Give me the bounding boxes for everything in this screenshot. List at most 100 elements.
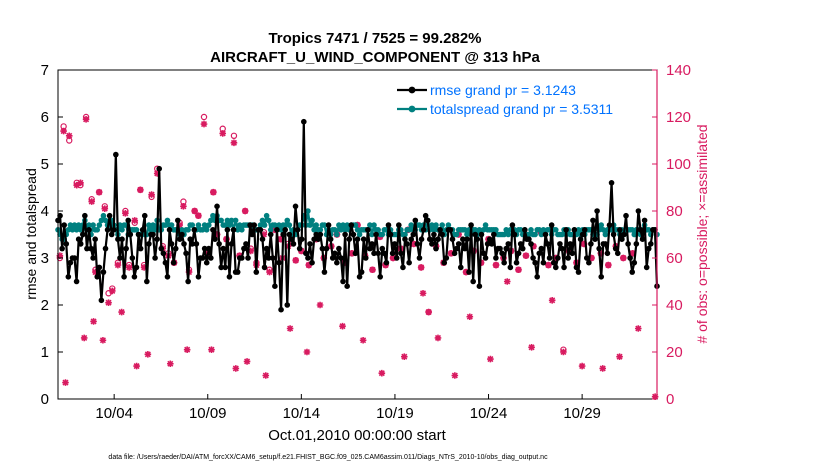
rmse-point <box>400 264 406 271</box>
obs-assimilated-marker <box>191 207 198 215</box>
rmse-point <box>189 241 196 247</box>
x-tick-label: 10/04 <box>95 405 133 422</box>
totalspread-point <box>148 227 154 233</box>
obs-assimilated-marker <box>153 170 161 177</box>
rmse-point <box>377 274 384 280</box>
rmse-point <box>265 255 272 261</box>
totalspread-point <box>239 227 245 233</box>
obs-assimilated-marker <box>133 362 140 370</box>
rmse-point <box>98 297 105 304</box>
obs-assimilated-marker <box>277 235 285 243</box>
y-axis-left-label: rmse and totalspread <box>23 168 39 300</box>
obs-assimilated-marker <box>77 179 84 187</box>
rmse-point <box>323 245 330 252</box>
rmse-point <box>342 231 348 238</box>
rmse-point <box>276 259 282 266</box>
y-right-tick-label: 100 <box>666 156 691 173</box>
totalspread-point <box>338 227 344 233</box>
rmse-point <box>243 241 249 247</box>
obs-assimilated-marker <box>339 322 346 330</box>
rmse-point <box>557 241 563 247</box>
rmse-point <box>530 255 536 261</box>
obs-assimilated-marker <box>176 221 183 229</box>
rmse-point <box>517 241 524 247</box>
rmse-point <box>575 269 582 275</box>
rmse-point <box>505 241 512 247</box>
obs-assimilated-marker <box>369 266 376 274</box>
rmse-point <box>619 236 625 242</box>
rmse-point <box>422 212 429 219</box>
rmse-point <box>416 255 423 261</box>
rmse-point <box>358 269 365 275</box>
rmse-point <box>596 245 602 252</box>
obs-assimilated-marker <box>73 181 81 189</box>
y-right-tick-label: 40 <box>666 297 683 314</box>
rmse-point <box>550 259 557 266</box>
rmse-point <box>156 165 163 172</box>
obs-assimilated-marker <box>208 346 215 353</box>
rmse-point <box>216 241 222 247</box>
rmse-point <box>548 222 555 228</box>
rmse-point <box>488 241 495 247</box>
rmse-point <box>226 274 233 280</box>
rmse-point <box>179 231 185 238</box>
obs-assimilated-marker <box>466 313 474 321</box>
rmse-point <box>127 231 134 238</box>
rmse-point <box>113 151 119 158</box>
rmse-point <box>414 241 421 247</box>
rmse-point <box>449 236 456 242</box>
rmse-point <box>193 241 200 247</box>
totalspread-point <box>276 222 282 228</box>
rmse-point <box>365 227 371 233</box>
rmse-point <box>257 227 264 233</box>
obs-possible-marker <box>230 132 238 139</box>
rmse-point <box>249 231 255 238</box>
rmse-point <box>205 245 212 252</box>
rmse-point <box>166 227 173 233</box>
totalspread-point <box>600 227 607 233</box>
totalspread-point <box>199 227 206 233</box>
rmse-point <box>592 236 598 242</box>
rmse-point <box>110 227 117 233</box>
rmse-point <box>513 259 520 266</box>
obs-assimilated-marker <box>419 289 427 297</box>
rmse-point <box>88 245 94 252</box>
obs-assimilated-marker <box>266 268 273 276</box>
rmse-point <box>571 227 578 233</box>
totalspread-point <box>98 217 105 224</box>
obs-assimilated-marker <box>599 365 607 372</box>
rmse-point <box>486 236 493 242</box>
obs-assimilated-marker <box>492 261 500 269</box>
x-tick-label: 10/19 <box>376 405 414 422</box>
rmse-point <box>629 269 636 275</box>
obs-assimilated-marker <box>183 346 191 353</box>
obs-assimilated-marker <box>108 287 116 295</box>
rmse-point <box>633 241 640 247</box>
totalspread-point <box>354 227 361 233</box>
rmse-point <box>272 283 278 290</box>
rmse-point <box>181 241 187 247</box>
obs-assimilated-marker <box>597 250 605 257</box>
rmse-point <box>284 302 291 308</box>
totalspread-point <box>344 222 350 228</box>
rmse-point <box>497 245 503 252</box>
x-tick-label: 10/14 <box>283 405 321 422</box>
rmse-point <box>224 227 231 233</box>
rmse-point <box>247 222 253 228</box>
rmse-point <box>637 227 644 233</box>
rmse-point <box>362 255 369 261</box>
rmse-point <box>158 245 165 252</box>
totalspread-point <box>307 222 313 228</box>
rmse-point <box>482 255 489 261</box>
totalspread-point <box>305 208 311 214</box>
totalspread-point <box>336 222 342 228</box>
chart-title-line2: AIRCRAFT_U_WIND_COMPONENT @ 313 hPa <box>210 49 540 66</box>
rmse-point <box>433 245 439 252</box>
totalspread-point <box>218 217 224 224</box>
obs-assimilated-marker <box>487 355 494 363</box>
rmse-point <box>623 212 629 219</box>
totalspread-point <box>232 217 239 224</box>
obs-assimilated-marker <box>651 393 659 400</box>
obs-assimilated-marker <box>219 130 227 137</box>
x-tick-label: 10/29 <box>563 405 601 422</box>
